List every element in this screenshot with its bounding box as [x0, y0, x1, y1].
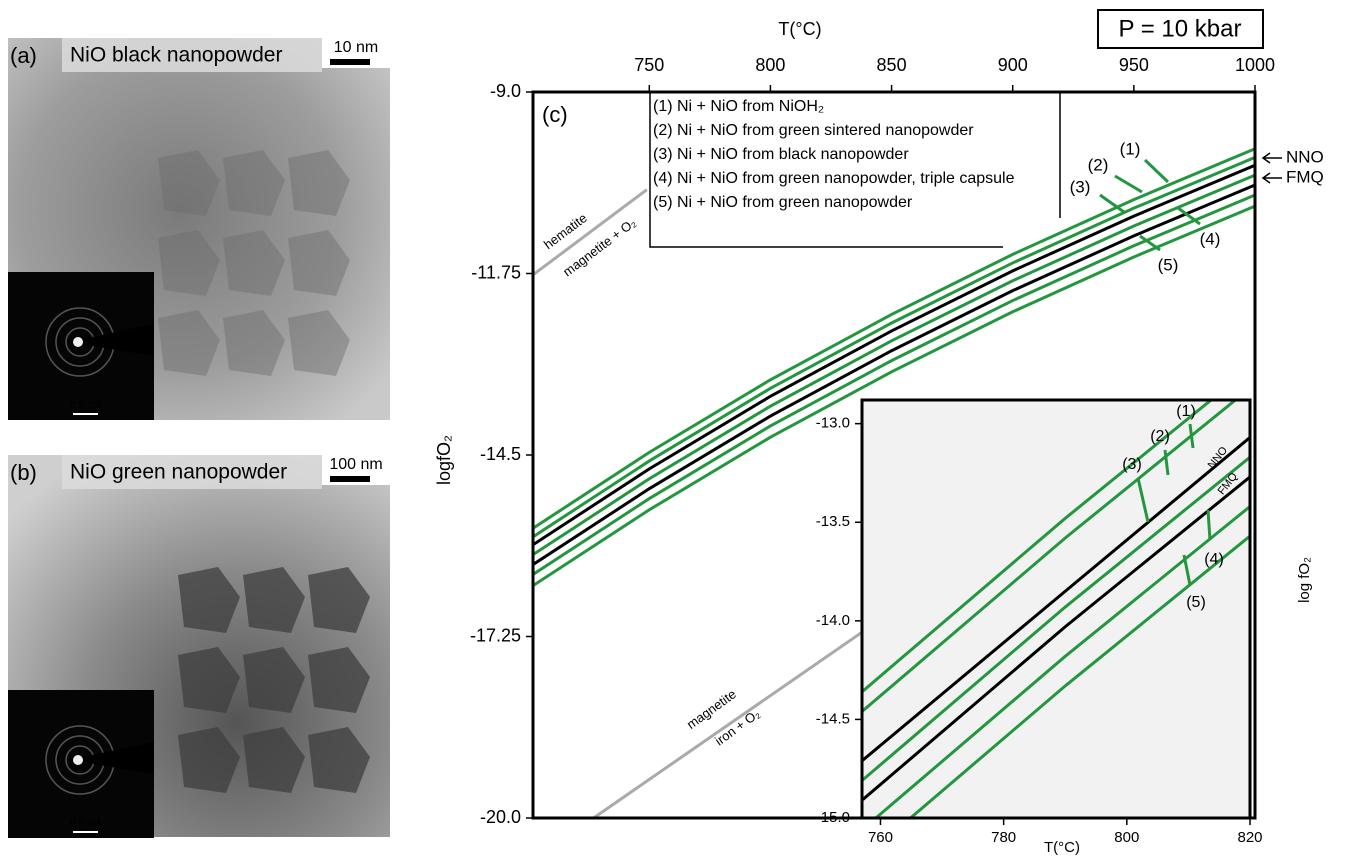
panel-title: NiO green nanopowder [70, 461, 287, 484]
y-tick-label: -13.0 [816, 415, 850, 432]
curve-annotation: (4) [1200, 229, 1221, 248]
x-tick-label: 800 [755, 55, 785, 75]
x-tick-label: 850 [877, 55, 907, 75]
x-tick-label: 780 [991, 829, 1016, 846]
chart-title: P = 10 kbar [1119, 15, 1242, 42]
diffraction-scale: 0.5 1/Å [70, 817, 102, 830]
buffer-label: NNO [1286, 147, 1324, 166]
y-tick-label: -15.0 [816, 809, 850, 826]
panel-label: (a) [10, 43, 37, 68]
curve-annotation: (5) [1158, 255, 1179, 274]
legend-entry: (2) Ni + NiO from green sintered nanopow… [653, 119, 1045, 143]
y-tick-label: -14.0 [816, 612, 850, 629]
curve-annotation: (5) [1186, 594, 1206, 611]
legend-entry: (1) Ni + NiO from NiOH₂ [653, 95, 1045, 119]
curve-annotation: (2) [1088, 155, 1109, 174]
annotation-arrow [1208, 510, 1210, 540]
y-tick-label: -11.75 [471, 262, 521, 282]
x-tick-label: 820 [1237, 829, 1262, 846]
curve-annotation: (1) [1176, 403, 1196, 420]
panel-label: (b) [10, 460, 37, 485]
buffer-label: FMQ [1286, 167, 1324, 186]
scale-bar [330, 59, 370, 65]
x-tick-label: 1000 [1235, 55, 1275, 75]
scale-bar-label: 10 nm [334, 39, 378, 56]
x-axis-title: T(°C) [1044, 839, 1080, 856]
panel-label: (c) [542, 102, 568, 127]
x-tick-label: 900 [998, 55, 1028, 75]
y-tick-label: -9.0 [490, 81, 521, 101]
curve-annotation: (3) [1070, 177, 1091, 196]
y-tick-label: -13.5 [816, 513, 850, 530]
legend: (1) Ni + NiO from NiOH₂(2) Ni + NiO from… [653, 95, 1045, 215]
x-tick-label: 800 [1114, 829, 1139, 846]
x-axis-title: T(°C) [778, 19, 821, 39]
x-tick-label: 760 [868, 829, 893, 846]
y-tick-label: -17.25 [470, 625, 521, 645]
scale-bar-label: 100 nm [329, 456, 382, 473]
curve-annotation: (3) [1122, 456, 1142, 473]
x-tick-label: 950 [1119, 55, 1149, 75]
figure: { "panels": [ {"label": "(a)", "title": … [0, 0, 1347, 858]
y-tick-label: -14.5 [816, 710, 850, 727]
x-tick-label: 750 [634, 55, 664, 75]
curve-annotation: (2) [1150, 428, 1170, 445]
panel-title: NiO black nanopowder [70, 44, 282, 67]
curve-annotation: (1) [1120, 139, 1141, 158]
scale-bar [330, 476, 370, 482]
y-axis-title: log fO₂ [1296, 557, 1313, 603]
y-tick-label: -20.0 [480, 807, 521, 827]
curve-annotation: (4) [1204, 551, 1224, 568]
y-tick-label: -14.5 [480, 444, 521, 464]
legend-entry: (4) Ni + NiO from green nanopowder, trip… [653, 167, 1045, 191]
y-axis-title: logfO₂ [434, 435, 454, 485]
diffraction-scale: 0.5 1/Å [70, 399, 102, 412]
legend-entry: (3) Ni + NiO from black nanopowder [653, 143, 1045, 167]
legend-entry: (5) Ni + NiO from green nanopowder [653, 191, 1045, 215]
beam-center [73, 337, 83, 347]
beam-center [73, 755, 83, 765]
